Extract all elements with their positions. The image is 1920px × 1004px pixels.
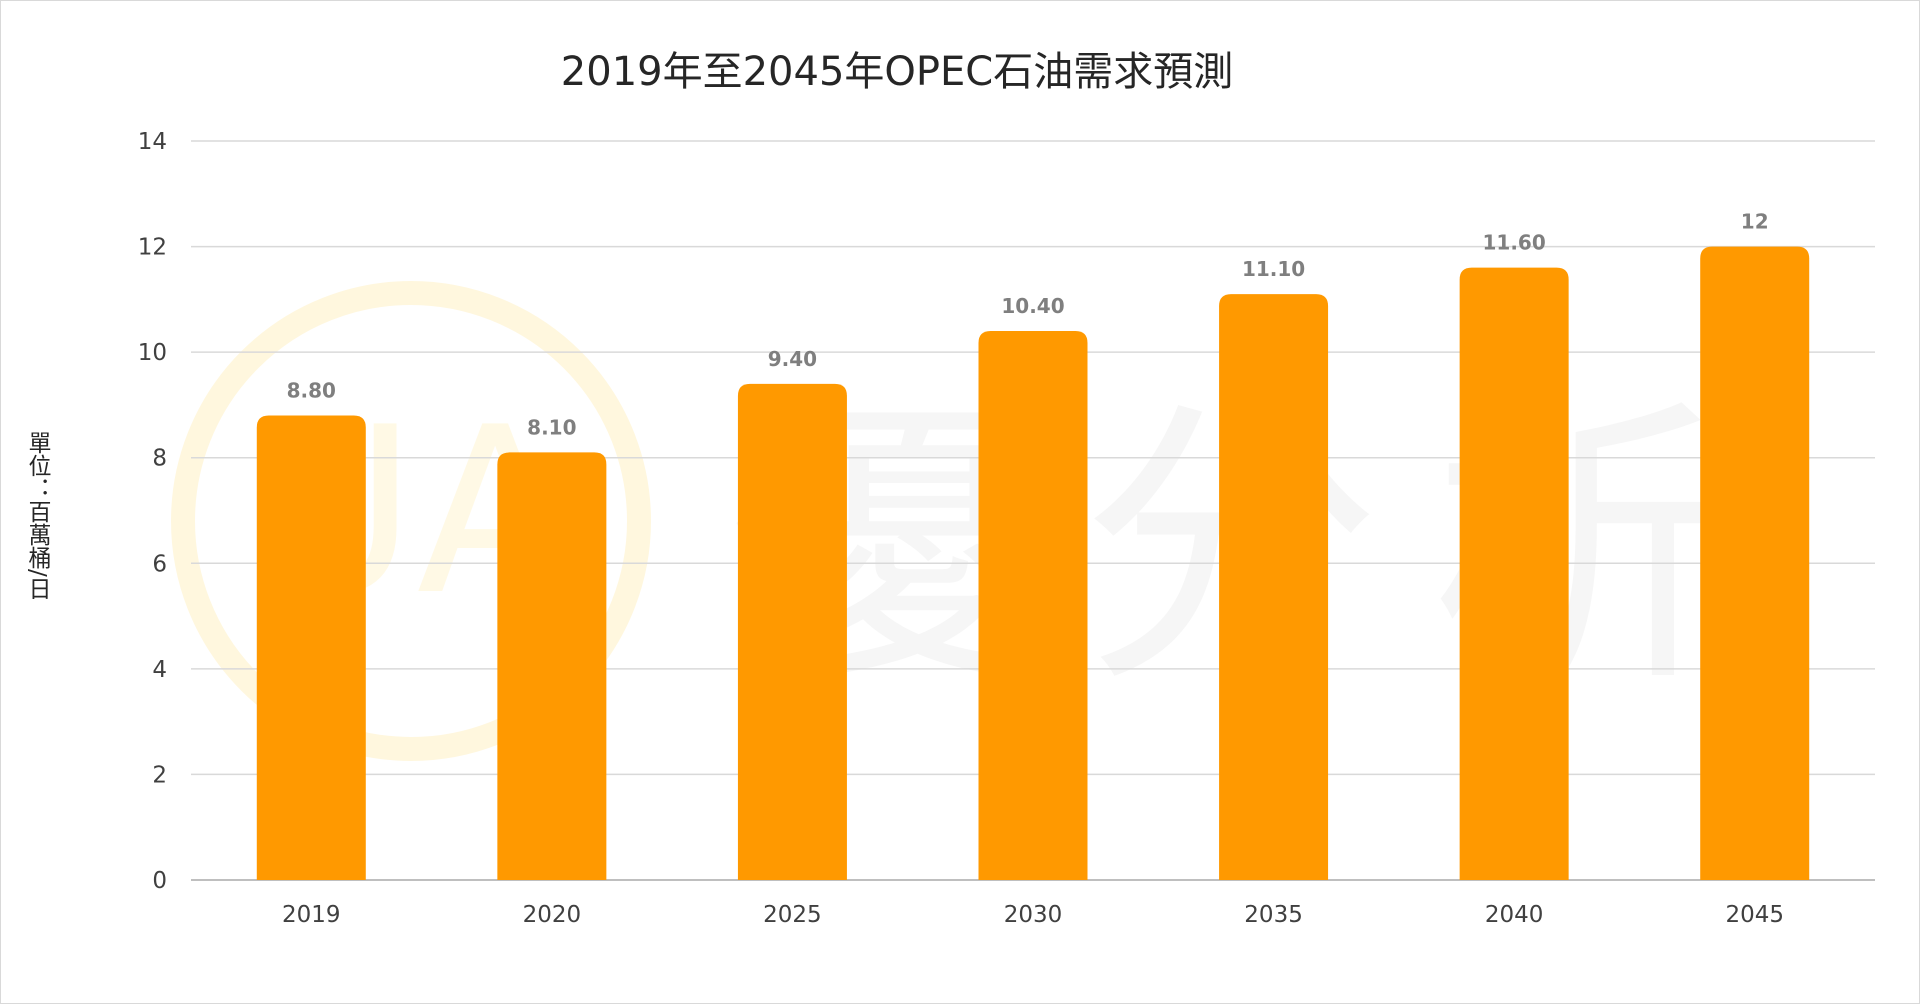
data-label-2025: 9.40 xyxy=(768,347,817,371)
data-label-2020: 8.10 xyxy=(527,415,576,439)
x-tick-label: 2030 xyxy=(1004,902,1063,928)
x-tick-label: 2045 xyxy=(1725,902,1784,928)
y-tick-label: 14 xyxy=(138,129,167,155)
y-tick-label: 10 xyxy=(138,340,167,366)
bar-2019 xyxy=(256,415,366,880)
bar-2035 xyxy=(1219,294,1329,880)
bar-2020 xyxy=(497,452,607,880)
bar-2030 xyxy=(978,331,1088,880)
bars xyxy=(256,246,1810,881)
y-tick-label: 8 xyxy=(152,446,167,472)
x-tick-label: 2040 xyxy=(1485,902,1544,928)
data-label-2045: 12 xyxy=(1741,210,1769,234)
y-tick-label: 4 xyxy=(152,657,167,683)
bar-2025 xyxy=(737,383,847,880)
y-tick-label: 2 xyxy=(152,762,167,788)
x-tick-label: 2035 xyxy=(1244,902,1303,928)
x-axis-ticks: 2019 2020 2025 2030 2035 2040 2045 xyxy=(282,902,1784,928)
x-tick-label: 2019 xyxy=(282,902,341,928)
y-tick-label: 12 xyxy=(138,235,167,261)
chart-title: 2019年至2045年OPEC石油需求預測 xyxy=(561,49,1233,95)
data-label-2019: 8.80 xyxy=(287,378,336,402)
x-tick-label: 2025 xyxy=(763,902,822,928)
data-label-2040: 11.60 xyxy=(1483,231,1546,255)
y-axis-label: 單位：百萬桶/日 xyxy=(24,431,52,600)
bar-2040 xyxy=(1459,267,1569,881)
data-labels: 8.80 8.10 9.40 10.40 11.10 11.60 12 xyxy=(287,210,1769,440)
bar-2045 xyxy=(1700,246,1810,881)
y-tick-label: 6 xyxy=(152,551,167,577)
data-label-2035: 11.10 xyxy=(1242,257,1305,281)
x-tick-label: 2020 xyxy=(523,902,582,928)
data-label-2030: 10.40 xyxy=(1001,294,1064,318)
y-tick-label: 0 xyxy=(152,868,167,894)
y-axis-ticks: 0 2 4 6 8 10 12 14 xyxy=(138,129,167,894)
